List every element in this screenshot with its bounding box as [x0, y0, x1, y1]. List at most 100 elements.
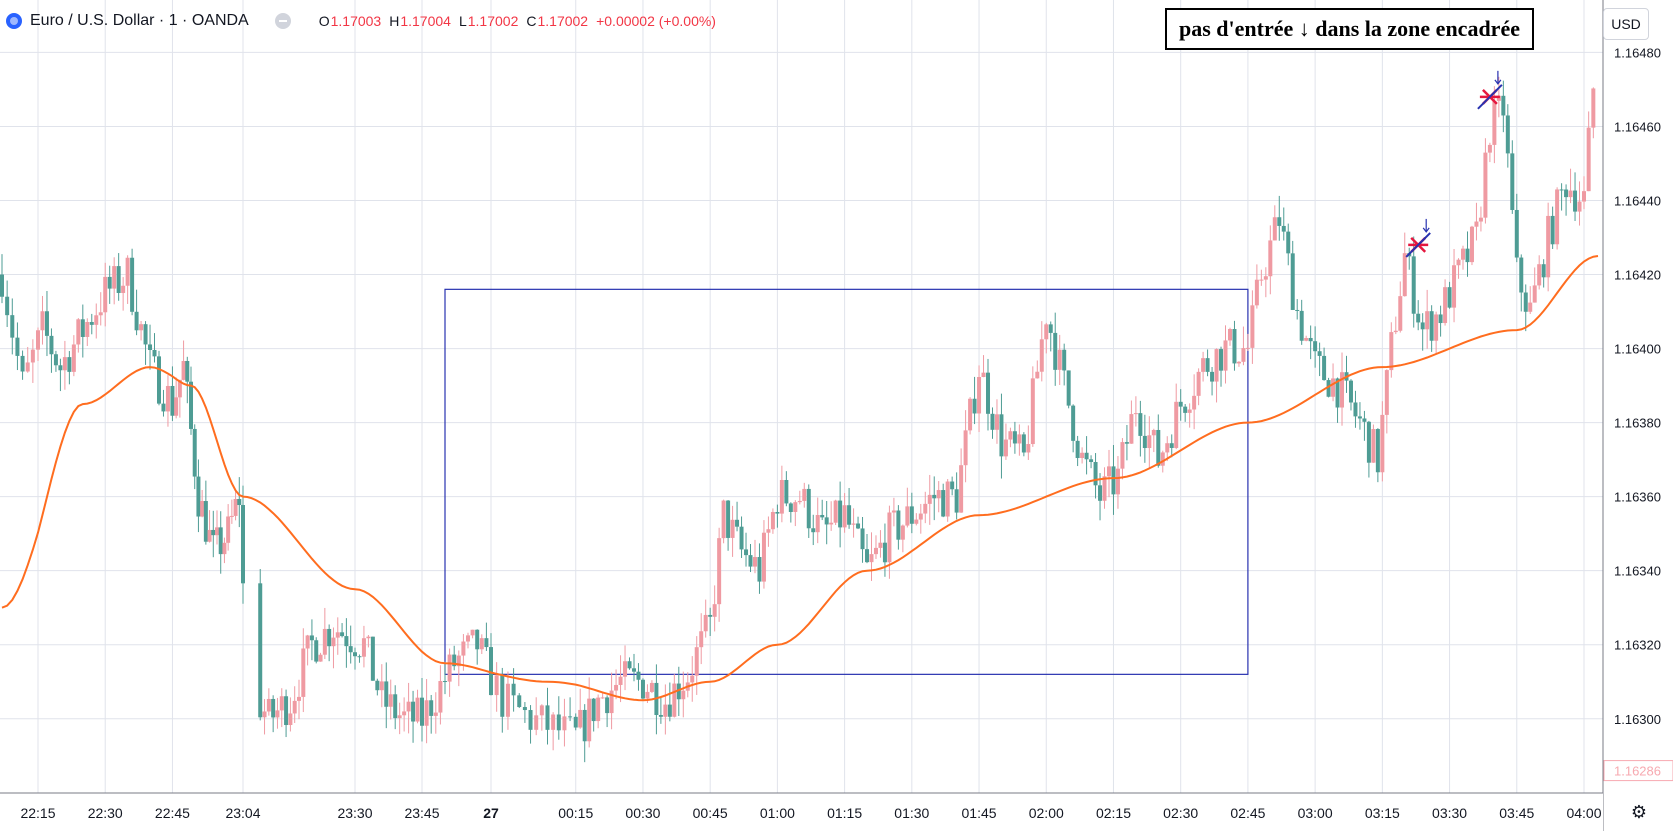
candle-body: [1210, 371, 1215, 382]
settings-icon[interactable]: ⚙: [1630, 801, 1648, 822]
candle: [1483, 138, 1488, 224]
candle: [192, 424, 197, 490]
candle: [914, 513, 919, 526]
x-tick-label: 02:45: [1230, 805, 1265, 821]
candle-body: [770, 511, 775, 530]
candle-body: [721, 500, 726, 539]
candle-body: [67, 357, 72, 372]
y-tick-label: 1.16460: [1614, 119, 1661, 134]
candle: [972, 376, 977, 425]
candles: [0, 76, 1596, 763]
candle: [936, 481, 941, 513]
candle: [824, 501, 829, 545]
candle: [1272, 205, 1277, 241]
candle: [67, 351, 72, 385]
candle: [1402, 232, 1407, 297]
candle: [62, 340, 67, 390]
candle-body: [591, 698, 596, 722]
candle-body: [761, 532, 766, 582]
collapse-icon[interactable]: [274, 13, 291, 29]
candle: [1429, 305, 1434, 352]
symbol-title[interactable]: Euro / U.S. Dollar · 1 · OANDA: [30, 12, 249, 29]
candle-body: [640, 679, 645, 699]
candle: [757, 543, 762, 594]
candle-body: [1178, 401, 1183, 407]
candle-body: [972, 398, 977, 414]
candle-body: [25, 362, 30, 372]
candle-body: [1487, 144, 1492, 153]
candle: [596, 694, 601, 729]
currency-button[interactable]: USD: [1603, 8, 1649, 40]
candle: [379, 664, 384, 708]
candle-body: [415, 697, 420, 722]
candle-body: [271, 698, 276, 718]
candle-body: [20, 355, 25, 372]
candle-body: [851, 523, 856, 525]
candle: [932, 476, 937, 521]
candle: [148, 324, 153, 370]
candle-body: [1443, 287, 1448, 324]
candle-body: [623, 661, 628, 677]
candle: [1098, 473, 1103, 521]
x-tick-label: 03:30: [1432, 805, 1467, 821]
candle-body: [121, 285, 126, 293]
candle: [511, 668, 516, 712]
candle-body: [1496, 95, 1501, 101]
candle: [121, 277, 126, 311]
candle-body: [1201, 358, 1206, 372]
candle: [384, 662, 389, 729]
candle: [1245, 333, 1250, 351]
candle-body: [927, 494, 932, 504]
candle: [1030, 366, 1035, 447]
candle: [676, 666, 681, 716]
candle-body: [174, 397, 179, 416]
candle-body: [266, 698, 271, 712]
candle: [927, 474, 932, 525]
no-entry-zone-rectangle[interactable]: [444, 288, 1249, 675]
candle-body: [152, 349, 157, 357]
candle-body: [1093, 462, 1098, 486]
x-tick-label: 01:30: [894, 805, 929, 821]
close-value: 1.17002: [537, 13, 589, 29]
candle-body: [1528, 302, 1533, 312]
candle: [314, 637, 319, 664]
candle-body: [1129, 414, 1134, 444]
candle-body: [344, 636, 349, 647]
candle-body: [528, 710, 533, 730]
annotation-text-box[interactable]: pas d'entrée ↓ dans la zone encadrée: [1165, 8, 1534, 50]
candle-body: [388, 694, 393, 707]
candle-body: [112, 266, 117, 289]
candle-body: [672, 683, 677, 717]
candle-body: [284, 696, 289, 726]
candle-body: [203, 501, 208, 542]
candle-body: [1071, 405, 1076, 441]
candle: [348, 625, 353, 664]
candle-body: [1147, 435, 1152, 449]
candle-body: [1165, 443, 1170, 453]
candle: [945, 479, 950, 522]
candle: [353, 647, 357, 670]
candle-body: [85, 321, 90, 337]
x-tick-label: 03:00: [1298, 805, 1333, 821]
candle-body: [402, 711, 407, 716]
candle: [85, 318, 90, 346]
candle-body: [1326, 380, 1331, 397]
candle: [406, 682, 411, 734]
candle-body: [192, 428, 197, 477]
candle-body: [658, 714, 663, 717]
candle-body: [1021, 434, 1026, 453]
candle: [331, 627, 336, 669]
candle: [811, 514, 816, 546]
x-tick-label: 22:15: [20, 805, 55, 821]
candle-body: [1053, 332, 1058, 370]
candle: [573, 713, 578, 731]
candle: [770, 508, 775, 534]
candle-body: [222, 542, 227, 555]
candle: [1304, 335, 1309, 342]
candle-body: [80, 319, 85, 337]
candle-body: [456, 655, 461, 667]
candle-body: [663, 704, 668, 717]
candle-body: [1035, 371, 1040, 379]
candle-body: [1196, 371, 1201, 396]
